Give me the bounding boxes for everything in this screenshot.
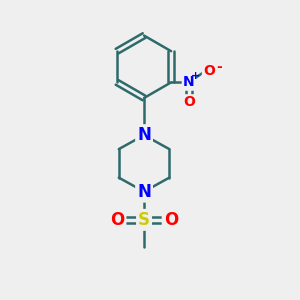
Text: O: O — [183, 95, 195, 109]
Text: -: - — [216, 60, 221, 74]
Text: S: S — [138, 211, 150, 229]
Text: O: O — [164, 211, 178, 229]
Text: N: N — [137, 126, 151, 144]
Text: O: O — [110, 211, 124, 229]
Text: N: N — [183, 75, 195, 89]
Text: O: O — [203, 64, 215, 78]
Text: +: + — [191, 71, 200, 81]
Text: N: N — [137, 183, 151, 201]
